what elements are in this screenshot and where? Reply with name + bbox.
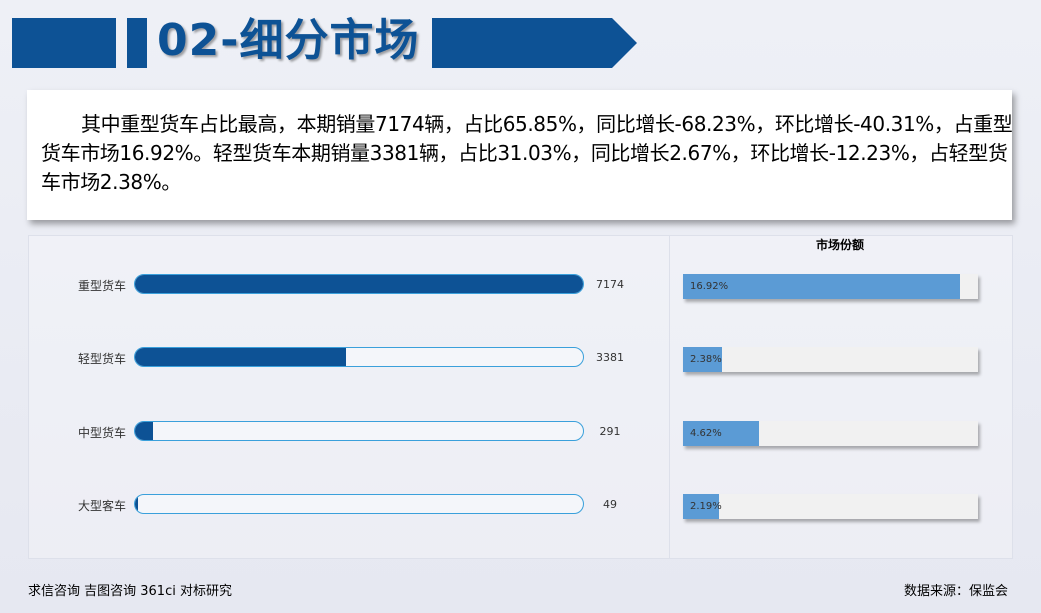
- footer-credits: 求信咨询 吉图咨询 361ci 对标研究: [28, 584, 232, 599]
- sales-bar-track: [134, 421, 584, 441]
- sales-bar: [135, 422, 154, 440]
- category-label: 大型客车: [77, 499, 126, 513]
- share-bar: [683, 494, 719, 519]
- header-arrow-shape: [432, 18, 637, 68]
- header-block-left: [12, 18, 116, 68]
- sales-value-label: 49: [603, 498, 617, 511]
- share-bar: [683, 421, 759, 446]
- share-bar-track: 16.92%: [683, 274, 978, 299]
- share-chart-title: 市场份额: [815, 238, 864, 252]
- category-label: 轻型货车: [77, 352, 126, 366]
- share-bar: [683, 347, 722, 372]
- sales-value-label: 3381: [596, 351, 624, 364]
- share-value-label: 16.92%: [690, 281, 729, 292]
- summary-box: 其中重型货车占比最高，本期销量7174辆，占比65.85%，同比增长-68.23…: [27, 90, 1013, 220]
- sales-bar: [135, 348, 347, 366]
- share-value-label: 2.19%: [690, 501, 722, 512]
- summary-text: 其中重型货车占比最高，本期销量7174辆，占比65.85%，同比增长-68.23…: [41, 112, 1013, 194]
- page-title: 02-细分市场: [157, 15, 420, 66]
- sales-bar: [135, 275, 583, 293]
- sales-bar: [135, 495, 139, 513]
- share-value-label: 4.62%: [690, 428, 722, 439]
- category-label: 重型货车: [77, 279, 126, 293]
- share-bar-track: 4.62%: [683, 421, 978, 446]
- share-bar-track: 2.19%: [683, 494, 978, 519]
- sales-bar-track: [134, 274, 584, 294]
- footer-source: 数据来源：保监会: [903, 584, 1008, 599]
- sales-bar-track: [134, 347, 584, 367]
- sales-bar-track: [134, 494, 584, 514]
- share-bar-track: 2.38%: [683, 347, 978, 372]
- sales-value-label: 7174: [596, 278, 624, 291]
- header-block-small: [127, 18, 147, 68]
- sales-value-label: 291: [599, 425, 621, 438]
- share-value-label: 2.38%: [690, 354, 722, 365]
- share-bar: [683, 274, 961, 299]
- category-label: 中型货车: [77, 426, 126, 440]
